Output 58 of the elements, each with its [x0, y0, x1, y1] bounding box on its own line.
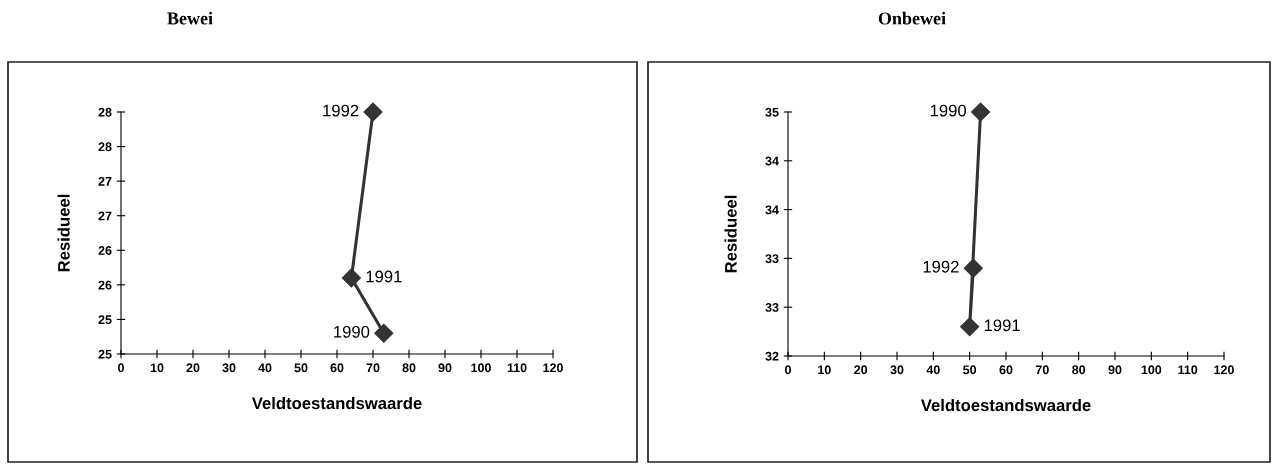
x-tick-label: 100 — [1141, 365, 1162, 375]
x-tick-label: 60 — [330, 363, 344, 373]
x-tick-label: 30 — [222, 363, 236, 373]
point — [363, 102, 383, 122]
x-axis-title: Veldtoestandswaarde — [920, 398, 1091, 412]
x-tick-label: 50 — [963, 365, 977, 375]
x-tick-label: 0 — [118, 363, 124, 373]
y-tick-label: 25 — [98, 315, 112, 325]
x-tick-label: 30 — [890, 365, 904, 375]
y-tick-label: 26 — [98, 280, 112, 290]
y-tick-label: 34 — [765, 205, 779, 215]
y-tick-label: 28 — [98, 107, 112, 117]
y-tick-label: 34 — [765, 156, 779, 166]
y-tick-label: 28 — [98, 142, 112, 152]
y-axis-title: Residueel — [57, 194, 70, 272]
x-axis-title: Veldtoestandswaarde — [251, 396, 422, 410]
y-axis-title: Residueel — [724, 195, 737, 273]
y-tick-label: 33 — [765, 303, 779, 312]
x-tick-label: 110 — [507, 363, 527, 373]
point — [374, 323, 394, 343]
y-tick-label: 26 — [98, 246, 112, 255]
x-tick-label: 50 — [294, 363, 308, 373]
x-tick-label: 40 — [926, 365, 940, 375]
x-tick-label: 40 — [258, 363, 272, 373]
x-tick-label: 0 — [785, 365, 791, 375]
y-tick-label: 27 — [98, 211, 112, 221]
x-tick-label: 70 — [1035, 365, 1049, 375]
annotation: 1990 — [334, 325, 370, 338]
point — [971, 102, 991, 122]
annotation: 1991 — [984, 319, 1020, 332]
annotation: 1992 — [323, 104, 359, 117]
y-tick-label: 35 — [765, 107, 779, 117]
y-tick-label: 32 — [765, 351, 779, 361]
x-tick-label: 10 — [150, 363, 164, 373]
x-tick-label: 120 — [543, 363, 563, 373]
x-tick-label: 100 — [471, 363, 491, 373]
x-tick-label: 10 — [818, 365, 831, 375]
point — [963, 258, 983, 278]
x-tick-label: 80 — [1072, 365, 1086, 375]
x-tick-label: 90 — [1108, 365, 1122, 375]
point — [960, 317, 980, 337]
x-tick-label: 20 — [186, 363, 200, 373]
x-tick-label: 120 — [1214, 365, 1234, 375]
x-tick-label: 20 — [854, 365, 868, 375]
y-tick-label: 27 — [98, 176, 112, 186]
annotation: 1992 — [923, 260, 959, 273]
annotation: 1991 — [366, 270, 402, 283]
x-tick-label: 90 — [438, 363, 452, 373]
x-tick-label: 80 — [402, 363, 416, 373]
y-tick-label: 25 — [98, 349, 112, 359]
x-tick-label: 110 — [1178, 365, 1198, 375]
x-tick-label: 70 — [366, 363, 380, 373]
chart-title: Bewei — [167, 11, 213, 25]
y-tick-label: 33 — [765, 254, 779, 264]
chart-title: Onbewei — [878, 11, 946, 25]
annotation: 1990 — [930, 104, 967, 117]
point — [341, 268, 361, 288]
x-tick-label: 60 — [999, 365, 1013, 375]
